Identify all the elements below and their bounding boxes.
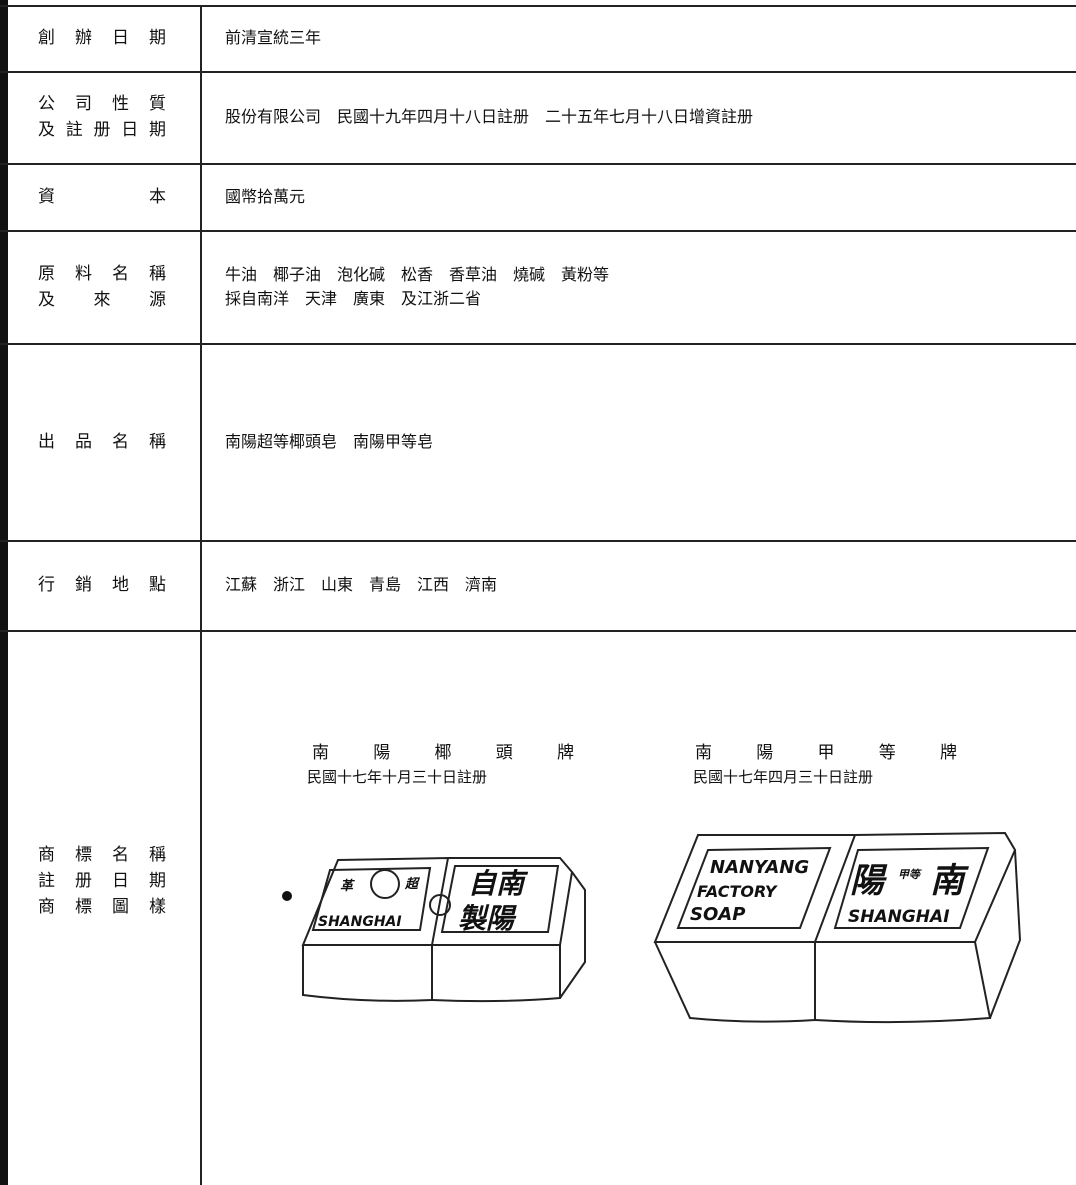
trademark-date: 民國十七年四月三十日註册 [693,768,874,786]
mark-text: FACTORY [697,882,778,901]
row-line [0,540,1076,542]
value-line: 股份有限公司 民國十九年四月十八日註册 二十五年七月十八日增資註册 [225,107,754,126]
value-line: 南陽超等椰頭皂 南陽甲等皂 [225,431,434,451]
mark-text: 製陽 [458,902,517,935]
mark-text: SHANGHAI [848,907,950,927]
row-value: 南陽超等椰頭皂 南陽甲等皂 [225,430,433,454]
soap-right: NANYANG FACTORY SOAP 陽 甲等 南 SHANGHAI [653,831,1022,1024]
label-line: 資本 [38,186,166,207]
mark-text: NANYANG [710,857,809,878]
row-value: 股份有限公司 民國十九年四月十八日註册 二十五年七月十八日增資註册 [225,105,753,129]
value-line: 採自南洋 天津 廣東 及江浙二省 [225,288,482,308]
trademark-name: 南陽甲等牌 [695,743,957,763]
mark-text: 革 [340,878,355,894]
left-border [0,0,8,1185]
label-line: 創辦日期 [38,28,166,48]
value-line: 江蘇 浙江 山東 青島 江西 濟南 [225,575,498,594]
row-line [0,163,1076,165]
mark-text: 南 [930,861,969,901]
row-label: 創辦日期 [38,25,166,51]
row-label: 出品名稱 [38,429,166,455]
row-label: 行銷地點 [38,572,166,598]
row-value: 江蘇 浙江 山東 青島 江西 濟南 [225,573,497,597]
label-line: 出品名稱 [38,431,166,452]
label-line: 商標名稱 [38,845,166,865]
label-line: 原料名稱 [38,263,166,284]
mark-text: SHANGHAI [318,914,402,930]
label-line: 及註册日期 [38,120,166,140]
row-label: 公司性質 及註册日期 [38,91,166,143]
row-line [0,230,1076,232]
label-line: 註册日期 [38,871,166,891]
label-line: 及來源 [38,289,166,310]
mark-text: 陽 [850,861,888,901]
row-line [0,71,1076,73]
row-line [0,5,1076,7]
row-value: 牛油 椰子油 泡化碱 松香 香草油 燒碱 黃粉等 採自南洋 天津 廣東 及江浙二省 [225,263,609,311]
row-line [0,343,1076,345]
trademark-date: 民國十七年十月三十日註册 [307,768,488,786]
row-value: 國幣拾萬元 [225,185,305,209]
soap-left: 革 超 SHANGHAI 自南 製陽 [282,856,586,1003]
row-line [0,630,1076,632]
mark-text: 甲等 [898,868,922,881]
value-line: 前清宣統三年 [225,28,322,47]
trademark-label: 商標名稱 註册日期 商標圖樣 [38,842,166,920]
mark-text: SOAP [690,904,745,925]
value-line: 國幣拾萬元 [225,186,306,206]
column-divider [200,5,202,1185]
trademark-name: 南陽椰頭牌 [312,743,574,763]
row-value: 前清宣統三年 [225,26,321,50]
mark-text: 超 [404,876,421,892]
label-line: 商標圖樣 [38,897,166,917]
label-line: 公司性質 [38,94,166,114]
row-label: 資本 [38,184,166,210]
mark-text: 自南 [468,867,529,900]
label-line: 行銷地點 [38,575,166,595]
value-line: 牛油 椰子油 泡化碱 松香 香草油 燒碱 黃粉等 [225,264,610,284]
row-label: 原料名稱 及來源 [38,261,166,313]
